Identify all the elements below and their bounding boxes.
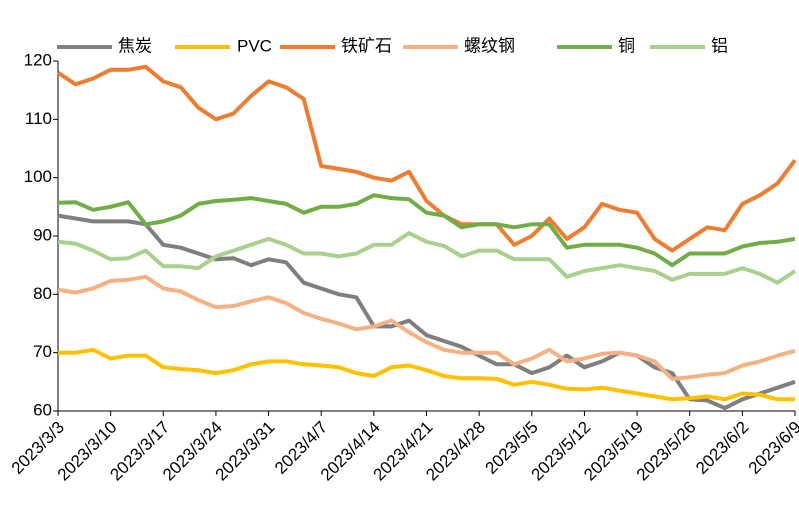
legend-label: 螺纹钢 — [464, 36, 515, 55]
x-tick-label: 2023/6/9 — [745, 418, 799, 478]
series-line — [58, 347, 795, 402]
series-line — [57, 231, 797, 285]
x-tick-label: 2023/6/2 — [692, 418, 752, 478]
legend-label: 铝 — [711, 36, 728, 55]
series-line — [57, 274, 796, 381]
series-line — [56, 64, 797, 253]
series-line — [57, 193, 796, 268]
series-line — [57, 213, 796, 411]
legend-label: 焦炭 — [118, 36, 152, 55]
y-tick-label: 70 — [33, 342, 52, 361]
y-tick-label: 80 — [33, 284, 52, 303]
legend-label: 铜 — [618, 36, 635, 55]
y-tick-label: 120 — [24, 50, 52, 69]
legend-label: PVC — [237, 36, 272, 55]
y-tick-label: 110 — [25, 109, 52, 128]
y-tick-label: 60 — [33, 400, 52, 419]
legend-label: 铁矿石 — [341, 36, 392, 55]
y-tick-label: 90 — [33, 225, 52, 244]
y-tick-label: 100 — [24, 167, 52, 186]
